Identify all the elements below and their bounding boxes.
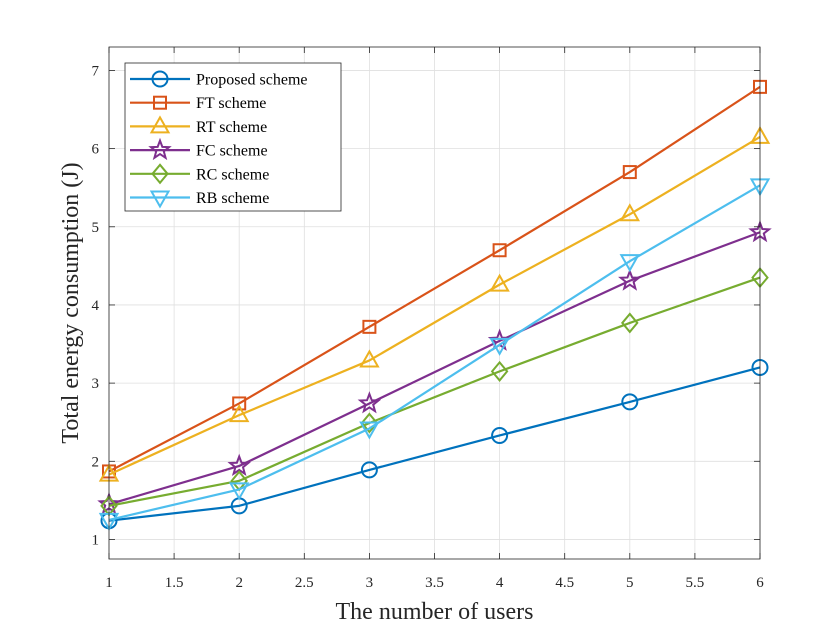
series-line-rc-scheme [108,276,761,507]
data-point-proposed-scheme [491,426,509,444]
legend-entry-fc-scheme: FC scheme [130,137,268,161]
legend-label: RC scheme [196,166,269,183]
legend-marker [149,115,171,134]
x-tick-label: 5 [626,575,634,591]
series-rt-scheme [98,125,771,482]
legend-marker [153,95,167,110]
data-point-fc-scheme [357,391,382,414]
x-tick-label: 3 [366,575,374,591]
y-tick-label: 6 [92,142,100,158]
legend-label: FT scheme [196,95,266,112]
y-tick-label: 7 [92,63,100,79]
legend-entry-rc-scheme: RC scheme [130,163,269,185]
y-tick-label: 5 [92,220,100,236]
legend-label: RT scheme [196,119,267,136]
x-tick-label: 3.5 [425,575,444,591]
data-point-ft-scheme [362,319,377,334]
legend-entry-rt-scheme: RT scheme [130,115,267,136]
data-point-rc-scheme [490,360,509,382]
x-tick-label: 1.5 [165,575,184,591]
legend-marker [151,163,169,185]
legend-marker [149,190,171,209]
legend-entry-ft-scheme: FT scheme [130,95,266,112]
legend-label: Proposed scheme [196,72,308,89]
legend: Proposed scheme FT scheme RT scheme FC sche… [124,62,342,212]
x-tick-label: 4.5 [555,575,574,591]
series-line-rt-scheme [108,135,761,476]
axis-ticks: 1 1.5 2 2.5 3 3.5 4 4.5 5 5.5 6 1 2 3 4 5 6 7 [92,47,764,591]
data-point-rt-scheme [228,404,250,423]
series-line-rb-scheme [108,184,761,521]
series-line-proposed-scheme [108,366,761,522]
legend-marker [148,137,172,161]
data-point-rb-scheme [359,421,380,440]
legend-marker [151,70,169,88]
data-point-fc-scheme [618,268,642,291]
data-point-ft-scheme [622,165,637,180]
series-rb-scheme [98,178,771,531]
y-tick-label: 3 [92,376,100,392]
data-point-rb-scheme [489,337,510,356]
legend-label: FC scheme [196,143,268,160]
legend-entry-rb-scheme: RB scheme [130,190,269,209]
data-point-rb-scheme [228,482,250,501]
data-point-proposed-scheme [621,393,639,411]
x-tick-label: 5.5 [686,575,705,591]
data-point-proposed-scheme [360,461,378,479]
legend-box [124,62,342,212]
data-point-fc-scheme [227,453,251,476]
data-point-rc-scheme [620,312,639,334]
legend-label: RB scheme [196,190,269,207]
legend-entry-proposed-scheme: Proposed scheme [130,70,308,89]
y-tick-label: 2 [92,454,100,470]
x-tick-label: 2 [235,575,243,591]
data-point-rt-scheme [619,203,641,222]
data-point-ft-scheme [232,396,247,411]
series-line-fc-scheme [108,231,761,506]
y-axis-label: Total energy consumption (J) [58,162,84,443]
x-tick-label: 1 [105,575,113,591]
x-tick-label: 4 [496,575,504,591]
x-tick-label: 6 [756,575,764,591]
data-point-rc-scheme [360,412,379,434]
data-point-rt-scheme [489,273,510,292]
data-point-rt-scheme [359,349,380,368]
x-tick-label: 2.5 [295,575,314,591]
x-axis-label: The number of users [336,599,534,625]
y-tick-label: 1 [92,532,100,548]
series-line-ft-scheme [108,85,761,473]
data-point-rb-scheme [619,254,641,273]
data-point-ft-scheme [492,243,507,258]
y-tick-label: 4 [92,298,100,314]
